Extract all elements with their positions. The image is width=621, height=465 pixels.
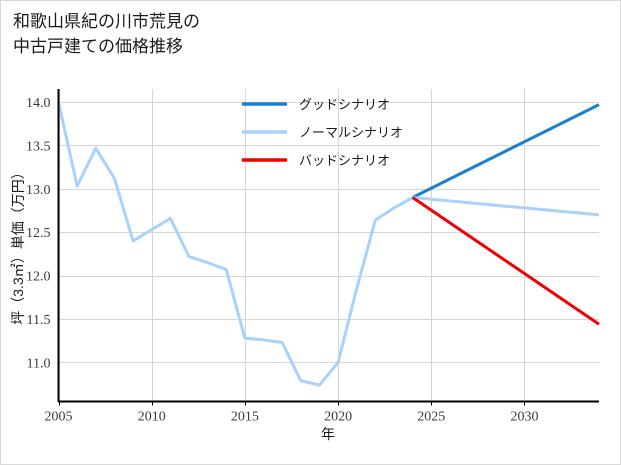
x-tick-marks xyxy=(59,401,525,406)
series-line-3 xyxy=(411,196,600,326)
y-tick-label: 11.5 xyxy=(27,313,51,328)
series-line-2 xyxy=(57,101,600,387)
series-line-1 xyxy=(411,103,600,199)
x-tick-label: 2005 xyxy=(45,410,73,425)
x-tick-labels: 2005 2010 2015 2020 2025 2030 xyxy=(45,410,539,425)
y-tick-label: 11.0 xyxy=(27,356,51,371)
y-tick-label: 12.0 xyxy=(26,270,51,285)
x-tick-label: 2030 xyxy=(510,410,538,425)
x-axis-title: 年 xyxy=(321,426,335,442)
x-tick-label: 2015 xyxy=(231,410,259,425)
legend-label-1: グッドシナリオ xyxy=(299,97,390,112)
x-tick-label: 2010 xyxy=(138,410,166,425)
y-tick-label: 13.5 xyxy=(26,139,51,154)
x-tick-label: 2025 xyxy=(417,410,445,425)
legend-label-2: ノーマルシナリオ xyxy=(299,125,403,140)
axis-spines xyxy=(57,89,599,403)
y-tick-label: 12.5 xyxy=(26,226,51,241)
y-tick-label: 14.0 xyxy=(26,96,51,111)
y-gridlines xyxy=(58,102,599,363)
x-tick-label: 2020 xyxy=(324,410,352,425)
y-tick-label: 13.0 xyxy=(26,183,51,198)
x-gridlines xyxy=(59,89,525,402)
y-tick-labels: 11.0 11.5 12.0 12.5 13.0 13.5 14.0 xyxy=(26,96,51,371)
legend-label-3: バッドシナリオ xyxy=(299,153,390,168)
series-lines xyxy=(57,101,600,387)
chart-title: 和歌山県紀の川市荒見の 中古戸建ての価格推移 xyxy=(13,12,200,56)
y-axis-title: 坪（3.3㎡）単価（万円） xyxy=(10,165,26,324)
